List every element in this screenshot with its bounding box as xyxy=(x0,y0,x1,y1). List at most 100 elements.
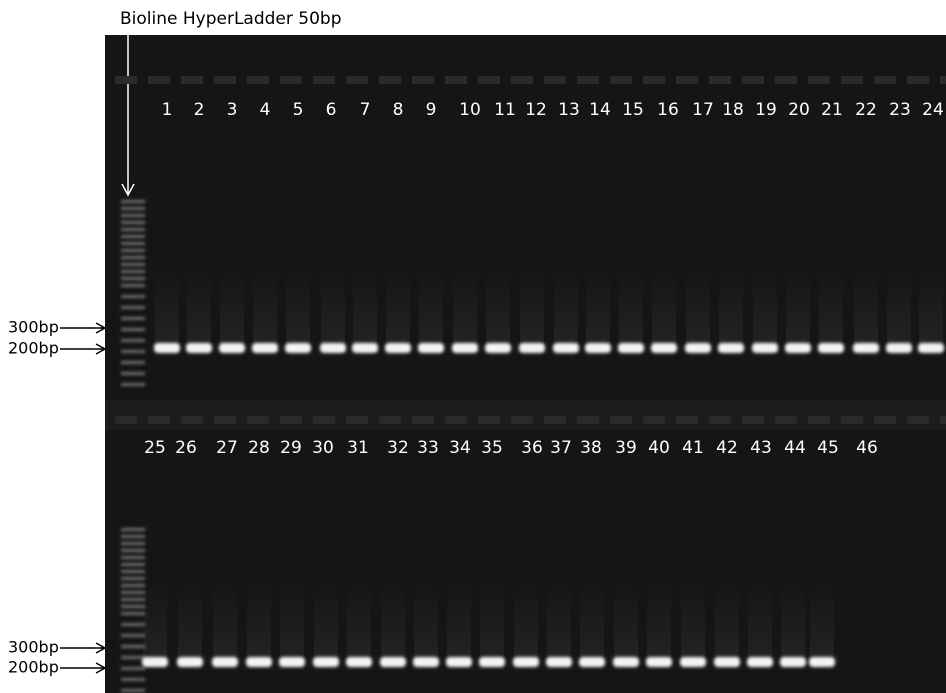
smear xyxy=(314,582,338,660)
dna-band xyxy=(918,343,944,353)
ladder-band xyxy=(121,207,145,210)
dna-band xyxy=(651,343,677,353)
well xyxy=(148,76,170,84)
lane-number: 25 xyxy=(144,438,166,458)
dna-band xyxy=(154,343,180,353)
dna-band xyxy=(553,343,579,353)
smear xyxy=(753,268,777,346)
well xyxy=(874,416,896,424)
dna-band xyxy=(579,657,605,667)
well xyxy=(214,416,236,424)
dna-band xyxy=(747,657,773,667)
well xyxy=(445,76,467,84)
lane-number: 18 xyxy=(722,100,744,120)
ladder-band xyxy=(121,277,145,280)
well xyxy=(478,416,500,424)
dna-band xyxy=(818,343,844,353)
smear xyxy=(715,582,739,660)
dna-band xyxy=(546,657,572,667)
smear xyxy=(514,582,538,660)
well xyxy=(346,76,368,84)
smear xyxy=(280,582,304,660)
well xyxy=(280,416,302,424)
well xyxy=(742,416,764,424)
smear xyxy=(381,582,405,660)
dna-band xyxy=(585,343,611,353)
smear xyxy=(619,268,643,346)
well xyxy=(214,76,236,84)
ladder-band xyxy=(121,598,145,601)
well xyxy=(577,416,599,424)
dna-band xyxy=(452,343,478,353)
ladder-band xyxy=(121,372,145,375)
dna-band xyxy=(279,657,305,667)
well xyxy=(379,416,401,424)
gel-divider xyxy=(105,400,946,430)
smear xyxy=(614,582,638,660)
smear xyxy=(178,582,202,660)
dna-band xyxy=(212,657,238,667)
ladder-band xyxy=(121,263,145,266)
lane-number: 7 xyxy=(360,100,371,120)
ladder-band xyxy=(121,535,145,538)
dna-band xyxy=(809,657,835,667)
smear xyxy=(719,268,743,346)
lane-number: 8 xyxy=(393,100,404,120)
dna-band xyxy=(714,657,740,667)
well xyxy=(115,76,137,84)
dna-band xyxy=(479,657,505,667)
ladder-band xyxy=(121,350,145,353)
well xyxy=(544,76,566,84)
smear xyxy=(652,268,676,346)
well xyxy=(808,76,830,84)
lane-number: 28 xyxy=(248,438,270,458)
ladder-band xyxy=(121,528,145,531)
ladder-band xyxy=(121,361,145,364)
lane-number: 34 xyxy=(449,438,471,458)
ladder-band xyxy=(121,645,145,648)
well xyxy=(841,76,863,84)
dna-band xyxy=(285,343,311,353)
ladder-band xyxy=(121,591,145,594)
smear xyxy=(887,268,911,346)
size-marker: 300bp xyxy=(8,318,59,337)
lane-number: 20 xyxy=(788,100,810,120)
well xyxy=(775,416,797,424)
ladder-label: Bioline HyperLadder 50bp xyxy=(120,9,342,29)
smear xyxy=(447,582,471,660)
dna-band xyxy=(785,343,811,353)
well xyxy=(643,76,665,84)
ladder-band xyxy=(121,584,145,587)
dna-band xyxy=(413,657,439,667)
size-marker: 200bp xyxy=(8,339,59,358)
well xyxy=(511,76,533,84)
well xyxy=(313,76,335,84)
smear xyxy=(321,268,345,346)
smear xyxy=(786,268,810,346)
ladder-band xyxy=(121,383,145,386)
lane-number: 2 xyxy=(194,100,205,120)
ladder-band xyxy=(121,295,145,298)
lane-number: 30 xyxy=(312,438,334,458)
well xyxy=(610,76,632,84)
lane-number: 29 xyxy=(280,438,302,458)
smear xyxy=(253,268,277,346)
smear xyxy=(419,268,443,346)
lane-number: 26 xyxy=(175,438,197,458)
dna-band xyxy=(177,657,203,667)
ladder-band xyxy=(121,549,145,552)
lane-number: 14 xyxy=(589,100,611,120)
dna-band xyxy=(219,343,245,353)
dna-band xyxy=(613,657,639,667)
lane-number: 16 xyxy=(657,100,679,120)
smear xyxy=(748,582,772,660)
lane-number: 11 xyxy=(494,100,516,120)
lane-number: 37 xyxy=(550,438,572,458)
well xyxy=(676,76,698,84)
dna-band xyxy=(352,343,378,353)
ladder-band xyxy=(121,214,145,217)
lane-number: 10 xyxy=(459,100,481,120)
well xyxy=(313,416,335,424)
ladder-band xyxy=(121,270,145,273)
well xyxy=(775,76,797,84)
